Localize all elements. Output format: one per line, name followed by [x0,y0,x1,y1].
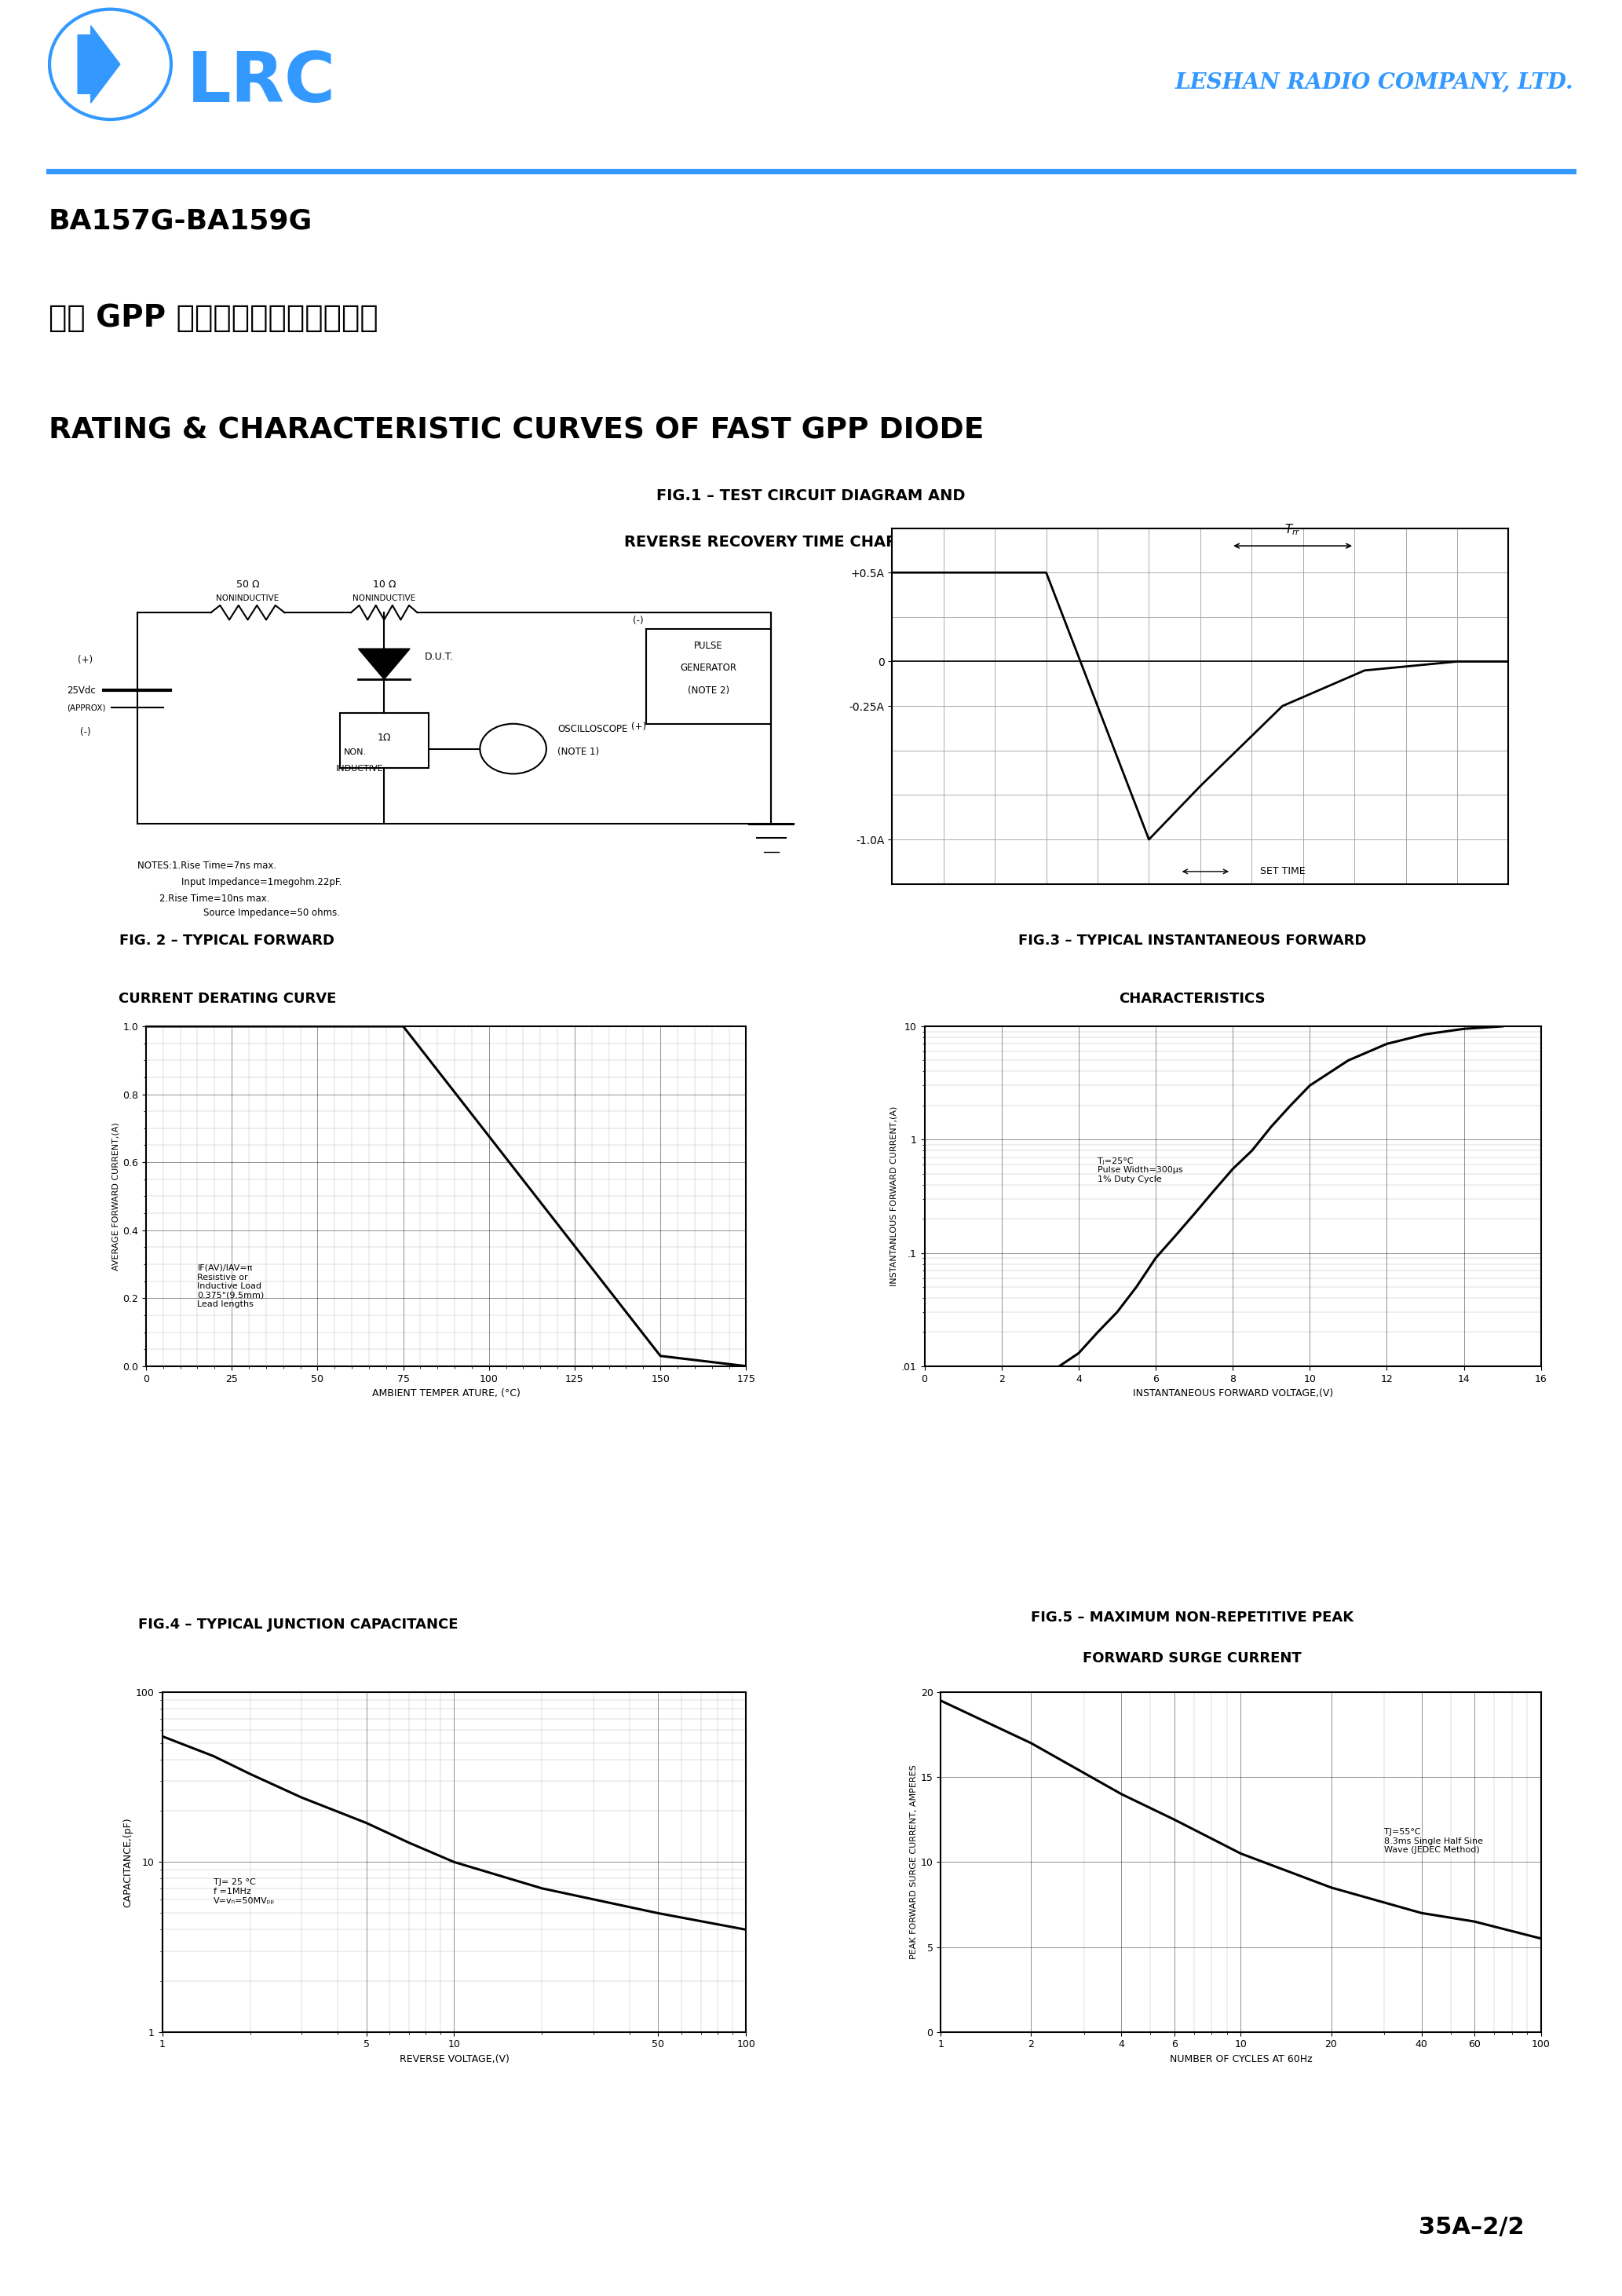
Text: CHARACTERISTICS: CHARACTERISTICS [1119,992,1265,1006]
Text: IF(AV)/IAV=π
Resistive or
Inductive Load
0.375"(9.5mm)
Lead lengths: IF(AV)/IAV=π Resistive or Inductive Load… [198,1265,264,1309]
Y-axis label: PEAK FORWARD SURGE CURRENT, AMPERES: PEAK FORWARD SURGE CURRENT, AMPERES [910,1766,918,1958]
Text: (APPROX): (APPROX) [67,703,105,712]
X-axis label: NUMBER OF CYCLES AT 60Hz: NUMBER OF CYCLES AT 60Hz [1169,2055,1312,2064]
Text: (NOTE 2): (NOTE 2) [688,684,730,696]
X-axis label: INSTANTANEOUS FORWARD VOLTAGE,(V): INSTANTANEOUS FORWARD VOLTAGE,(V) [1132,1389,1333,1398]
Text: GENERATOR: GENERATOR [680,664,736,673]
Text: SET TIME: SET TIME [1257,866,1306,877]
Text: Input Impedance=1megohm.22pF.: Input Impedance=1megohm.22pF. [182,877,342,886]
Text: BA157G-BA159G: BA157G-BA159G [49,207,313,234]
Text: NONINDUCTIVE: NONINDUCTIVE [216,595,279,602]
Text: TJ= 25 °C
f =1MHz
V=vₙ=50MVₚₚ: TJ= 25 °C f =1MHz V=vₙ=50MVₚₚ [214,1878,276,1906]
Y-axis label: AVERAGE FORWARD CURRENT,(A): AVERAGE FORWARD CURRENT,(A) [112,1123,120,1270]
Text: REVERSE RECOVERY TIME CHARACTERISTIC: REVERSE RECOVERY TIME CHARACTERISTIC [624,535,998,549]
Text: FIG.3 – TYPICAL INSTANTANEOUS FORWARD: FIG.3 – TYPICAL INSTANTANEOUS FORWARD [1019,934,1366,948]
Text: RATING & CHARACTERISTIC CURVES OF FAST GPP DIODE: RATING & CHARACTERISTIC CURVES OF FAST G… [49,416,985,445]
Text: BASE FOR 10 ns/cm: BASE FOR 10 ns/cm [1147,1355,1254,1366]
Text: CURRENT DERATING CURVE: CURRENT DERATING CURVE [118,992,336,1006]
Text: FIG. 2 – TYPICAL FORWARD: FIG. 2 – TYPICAL FORWARD [120,934,334,948]
Text: NONINDUCTIVE: NONINDUCTIVE [352,595,415,602]
Text: D.U.T.: D.U.T. [425,652,454,661]
Y-axis label: INSTANTANLOUS FORWARD CURRENT,(A): INSTANTANLOUS FORWARD CURRENT,(A) [890,1107,899,1286]
Text: 快速 GPP 二极管额定值与特性曲线: 快速 GPP 二极管额定值与特性曲线 [49,303,378,333]
X-axis label: AMBIENT TEMPER ATURE, (°C): AMBIENT TEMPER ATURE, (°C) [371,1389,521,1398]
Text: FORWARD SURGE CURRENT: FORWARD SURGE CURRENT [1083,1651,1301,1667]
Text: 1Ω: 1Ω [378,732,391,744]
Text: Tⱼ=25°C
Pulse Width=300μs
1% Duty Cycle: Tⱼ=25°C Pulse Width=300μs 1% Duty Cycle [1098,1157,1182,1182]
Text: (-): (-) [79,728,91,737]
Text: TJ=55°C
8.3ms Single Half Sine
Wave (JEDEC Method): TJ=55°C 8.3ms Single Half Sine Wave (JED… [1384,1828,1483,1855]
Text: 50 Ω: 50 Ω [237,579,260,590]
Text: Source Impedance=50 ohms.: Source Impedance=50 ohms. [203,907,341,918]
Text: 10 Ω: 10 Ω [373,579,396,590]
Text: FIG.5 – MAXIMUM NON-REPETITIVE PEAK: FIG.5 – MAXIMUM NON-REPETITIVE PEAK [1032,1612,1353,1626]
Text: 35A–2/2: 35A–2/2 [1419,2216,1525,2239]
Text: LRC: LRC [187,48,336,117]
Text: FIG.4 – TYPICAL JUNCTION CAPACITANCE: FIG.4 – TYPICAL JUNCTION CAPACITANCE [138,1616,459,1632]
Y-axis label: CAPACITANCE,(pF): CAPACITANCE,(pF) [122,1816,133,1908]
Text: OSCILLOSCOPE: OSCILLOSCOPE [558,723,628,735]
Bar [341,712,428,769]
Text: NON.: NON. [344,748,367,755]
Text: (+): (+) [631,721,646,732]
Text: (-): (-) [633,615,644,627]
Text: (NOTE 1): (NOTE 1) [558,746,599,758]
Text: 2.Rise Time=10ns max.: 2.Rise Time=10ns max. [159,893,269,905]
Text: LESHAN RADIO COMPANY, LTD.: LESHAN RADIO COMPANY, LTD. [1174,71,1573,94]
X-axis label: REVERSE VOLTAGE,(V): REVERSE VOLTAGE,(V) [399,2055,509,2064]
Text: NOTES:1.Rise Time=7ns max.: NOTES:1.Rise Time=7ns max. [138,861,276,870]
Bar [646,629,770,723]
Polygon shape [358,650,410,680]
Text: FIG.1 – TEST CIRCUIT DIAGRAM AND: FIG.1 – TEST CIRCUIT DIAGRAM AND [657,489,965,503]
Text: INDUCTIVE: INDUCTIVE [336,765,384,774]
FancyArrow shape [78,25,120,103]
Text: $T_{rr}$: $T_{rr}$ [1285,521,1301,537]
Text: 25Vdc: 25Vdc [67,684,96,696]
Text: (+): (+) [78,654,92,666]
Text: PULSE: PULSE [694,641,723,652]
